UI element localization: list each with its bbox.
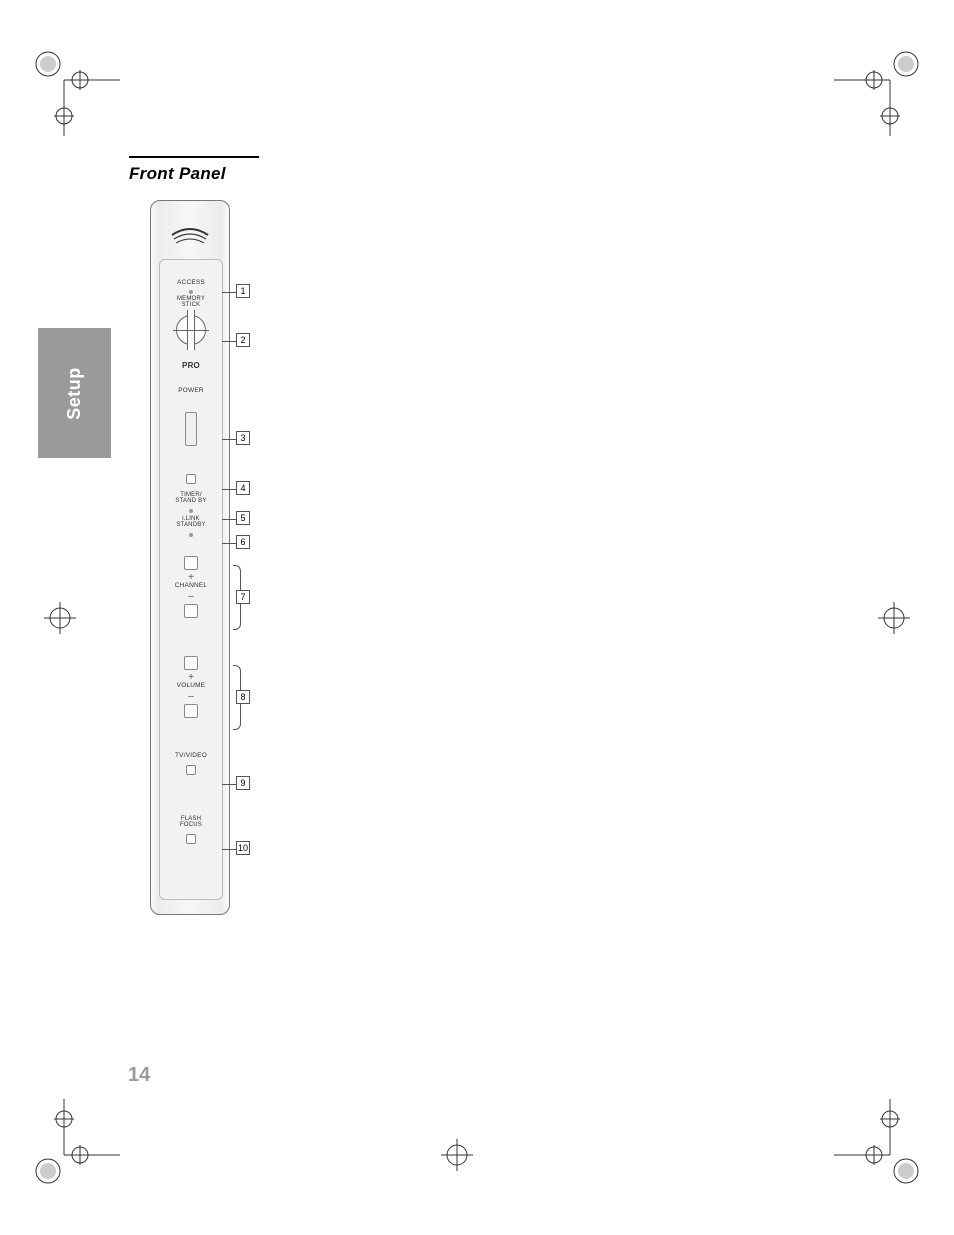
heading-rule: [129, 156, 259, 158]
channel-up-button-icon: [184, 556, 198, 570]
callout-number: 9: [236, 776, 250, 790]
callout: 10: [222, 848, 250, 849]
callout-line: [222, 489, 236, 490]
page: Front Panel Setup 14 ACCESS MEMORY STICK: [0, 0, 954, 1235]
callout-number: 7: [236, 590, 250, 604]
volume-up-button-icon: [184, 656, 198, 670]
small-button-icon: [186, 474, 196, 484]
callout: 6: [222, 542, 250, 543]
callout-number: 5: [236, 511, 250, 525]
callout: 9: [222, 783, 250, 784]
label-tv-video: TV/VIDEO: [160, 753, 222, 760]
label-pro: PRO: [160, 362, 222, 370]
callout-number: 2: [236, 333, 250, 347]
callout-line: [222, 784, 236, 785]
callout-line: [222, 439, 236, 440]
callout-line: [222, 543, 236, 544]
callout-number: 1: [236, 284, 250, 298]
label-timer-standby: TIMER/ STAND BY: [160, 492, 222, 505]
callout: 1: [222, 291, 250, 292]
label-volume: VOLUME: [160, 683, 222, 690]
label-memory-stick: MEMORY STICK: [160, 296, 222, 309]
callout-number: 4: [236, 481, 250, 495]
panel-body: ACCESS MEMORY STICK PRO POWER TIMER/ STA…: [150, 200, 230, 915]
callout: 4: [222, 488, 250, 489]
label-flash-focus: FLASH FOCUS: [160, 816, 222, 829]
front-panel-figure: ACCESS MEMORY STICK PRO POWER TIMER/ STA…: [150, 200, 260, 920]
section-heading: Front Panel: [129, 164, 226, 184]
power-switch-icon: [185, 412, 197, 446]
ilink-led-icon: [189, 533, 193, 537]
register-mark-icon: [40, 598, 80, 638]
callout: 3: [222, 438, 250, 439]
callout: 5: [222, 518, 250, 519]
crop-mark-icon: [30, 1099, 120, 1189]
page-number: 14: [128, 1064, 150, 1087]
callout-number: 3: [236, 431, 250, 445]
callout-line: [222, 849, 236, 850]
label-channel: CHANNEL: [160, 583, 222, 590]
callout: 8: [241, 697, 250, 698]
volume-down-button-icon: [184, 704, 198, 718]
crop-mark-icon: [834, 46, 924, 136]
register-mark-icon: [874, 598, 914, 638]
label-access: ACCESS: [160, 280, 222, 287]
callout-line: [222, 519, 236, 520]
access-led-icon: [189, 290, 193, 294]
side-tab: Setup: [38, 328, 111, 458]
callout: 2: [222, 340, 250, 341]
label-ilink-standby: i.LINK STANDBY: [160, 516, 222, 529]
label-power: POWER: [160, 388, 222, 395]
flash-focus-button-icon: [186, 834, 196, 844]
brand-logo-icon: [170, 221, 210, 247]
register-mark-icon: [437, 1135, 477, 1175]
callout-number: 10: [236, 841, 250, 855]
tv-video-button-icon: [186, 765, 196, 775]
side-tab-label: Setup: [64, 367, 85, 420]
panel-inner: ACCESS MEMORY STICK PRO POWER TIMER/ STA…: [159, 259, 223, 900]
crop-mark-icon: [30, 46, 120, 136]
callout: 7: [241, 597, 250, 598]
channel-down-button-icon: [184, 604, 198, 618]
crop-mark-icon: [834, 1099, 924, 1189]
timer-led-icon: [189, 509, 193, 513]
callout-number: 8: [236, 690, 250, 704]
callout-number: 6: [236, 535, 250, 549]
callout-line: [222, 341, 236, 342]
memory-stick-slot-icon: [176, 315, 206, 345]
callout-line: [222, 292, 236, 293]
